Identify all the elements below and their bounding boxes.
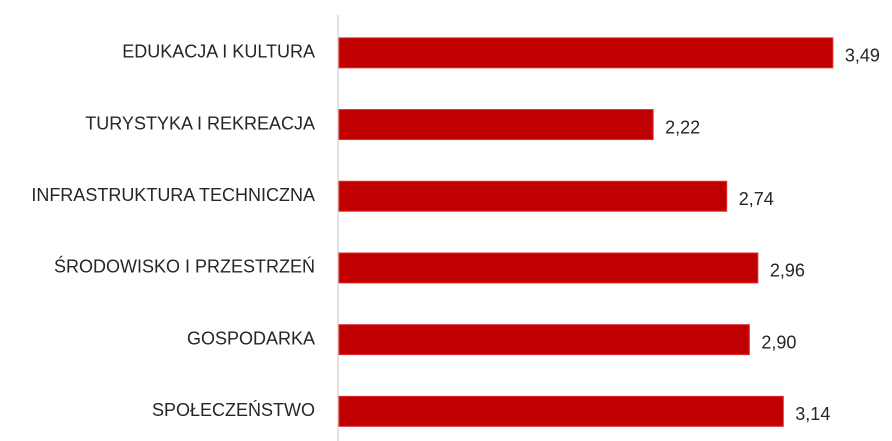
category-label: GOSPODARKA xyxy=(187,328,315,348)
bar xyxy=(338,252,759,284)
value-label: 2,96 xyxy=(770,261,805,281)
bar xyxy=(338,180,728,212)
value-label: 3,14 xyxy=(795,404,830,424)
value-label: 2,22 xyxy=(665,117,700,137)
bar xyxy=(338,324,750,356)
value-label: 2,74 xyxy=(739,189,774,209)
bar xyxy=(338,109,654,141)
category-label: TURYSTYKA I REKREACJA xyxy=(85,113,315,133)
category-label: SPOŁECZEŃSTWO xyxy=(152,400,315,420)
bar xyxy=(338,37,834,69)
value-label: 2,90 xyxy=(761,332,796,352)
category-label: EDUKACJA I KULTURA xyxy=(122,42,315,62)
value-label: 3,49 xyxy=(845,46,880,66)
category-label: INFRASTRUKTURA TECHNICZNA xyxy=(31,185,315,205)
bar xyxy=(338,395,784,427)
category-label: ŚRODOWISKO I PRZESTRZEŃ xyxy=(54,256,315,277)
